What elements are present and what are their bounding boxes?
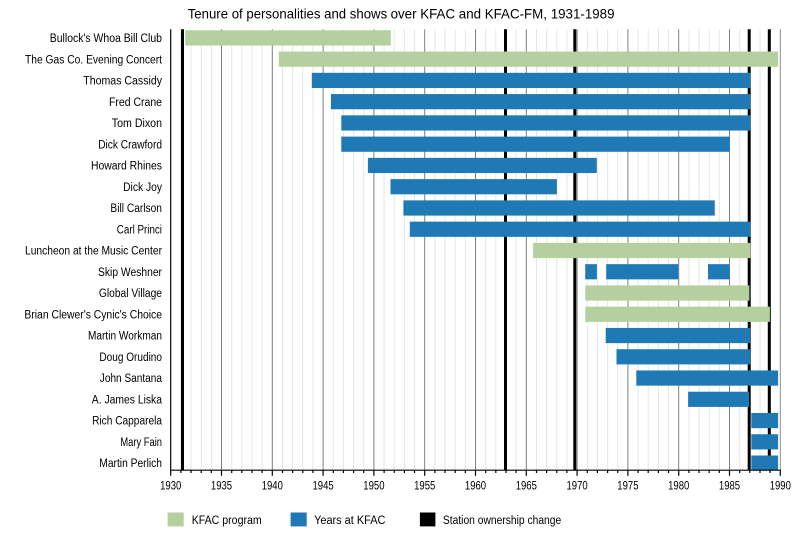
svg-text:1940: 1940 xyxy=(262,480,283,492)
svg-text:Years at KFAC: Years at KFAC xyxy=(314,515,385,527)
svg-text:1990: 1990 xyxy=(770,480,791,492)
svg-text:The Gas Co. Evening Concert: The Gas Co. Evening Concert xyxy=(25,54,163,66)
svg-text:Skip Weshner: Skip Weshner xyxy=(98,267,162,279)
svg-text:Tom Dixon: Tom Dixon xyxy=(112,118,162,130)
svg-text:1975: 1975 xyxy=(617,480,638,492)
svg-text:Luncheon at the Music Center: Luncheon at the Music Center xyxy=(25,246,162,258)
svg-text:Martin Workman: Martin Workman xyxy=(88,331,162,343)
svg-text:Brian Clewer's Cynic's Choice: Brian Clewer's Cynic's Choice xyxy=(24,309,162,321)
svg-text:Global Village: Global Village xyxy=(99,288,162,300)
svg-text:1965: 1965 xyxy=(516,480,537,492)
svg-text:KFAC program: KFAC program xyxy=(192,515,262,527)
svg-text:1970: 1970 xyxy=(567,480,588,492)
svg-text:Bullock's Whoa Bill Club: Bullock's Whoa Bill Club xyxy=(50,33,162,45)
svg-text:over KFAC and KFAC-FM, 1931-19: over KFAC and KFAC-FM, 1931-1989 xyxy=(391,6,615,22)
svg-text:1955: 1955 xyxy=(414,480,435,492)
svg-text:Dick Crawford: Dick Crawford xyxy=(98,139,162,151)
svg-text:John Santana: John Santana xyxy=(100,373,163,385)
svg-text:A. James Liska: A. James Liska xyxy=(92,394,163,406)
svg-text:Dick Joy: Dick Joy xyxy=(123,182,162,194)
svg-text:Martin Perlich: Martin Perlich xyxy=(99,458,162,470)
svg-text:1985: 1985 xyxy=(719,480,740,492)
svg-text:Tenure of personalities and sh: Tenure of personalities and shows xyxy=(188,6,388,22)
svg-text:1930: 1930 xyxy=(160,480,181,492)
svg-text:Howard Rhines: Howard Rhines xyxy=(91,161,162,173)
svg-text:1960: 1960 xyxy=(465,480,486,492)
svg-text:Rich Capparela: Rich Capparela xyxy=(92,416,162,428)
svg-text:Mary Fain: Mary Fain xyxy=(120,437,162,449)
svg-text:1945: 1945 xyxy=(313,480,334,492)
svg-text:Station ownership change: Station ownership change xyxy=(443,515,561,527)
svg-text:Carl Princi: Carl Princi xyxy=(117,224,162,236)
svg-text:Fred Crane: Fred Crane xyxy=(109,97,162,109)
svg-text:Bill Carlson: Bill Carlson xyxy=(110,203,162,215)
svg-text:Doug Orudino: Doug Orudino xyxy=(99,352,162,364)
svg-text:1935: 1935 xyxy=(211,480,232,492)
svg-text:1980: 1980 xyxy=(668,480,689,492)
svg-text:Thomas Cassidy: Thomas Cassidy xyxy=(83,76,162,88)
svg-text:1950: 1950 xyxy=(363,480,384,492)
